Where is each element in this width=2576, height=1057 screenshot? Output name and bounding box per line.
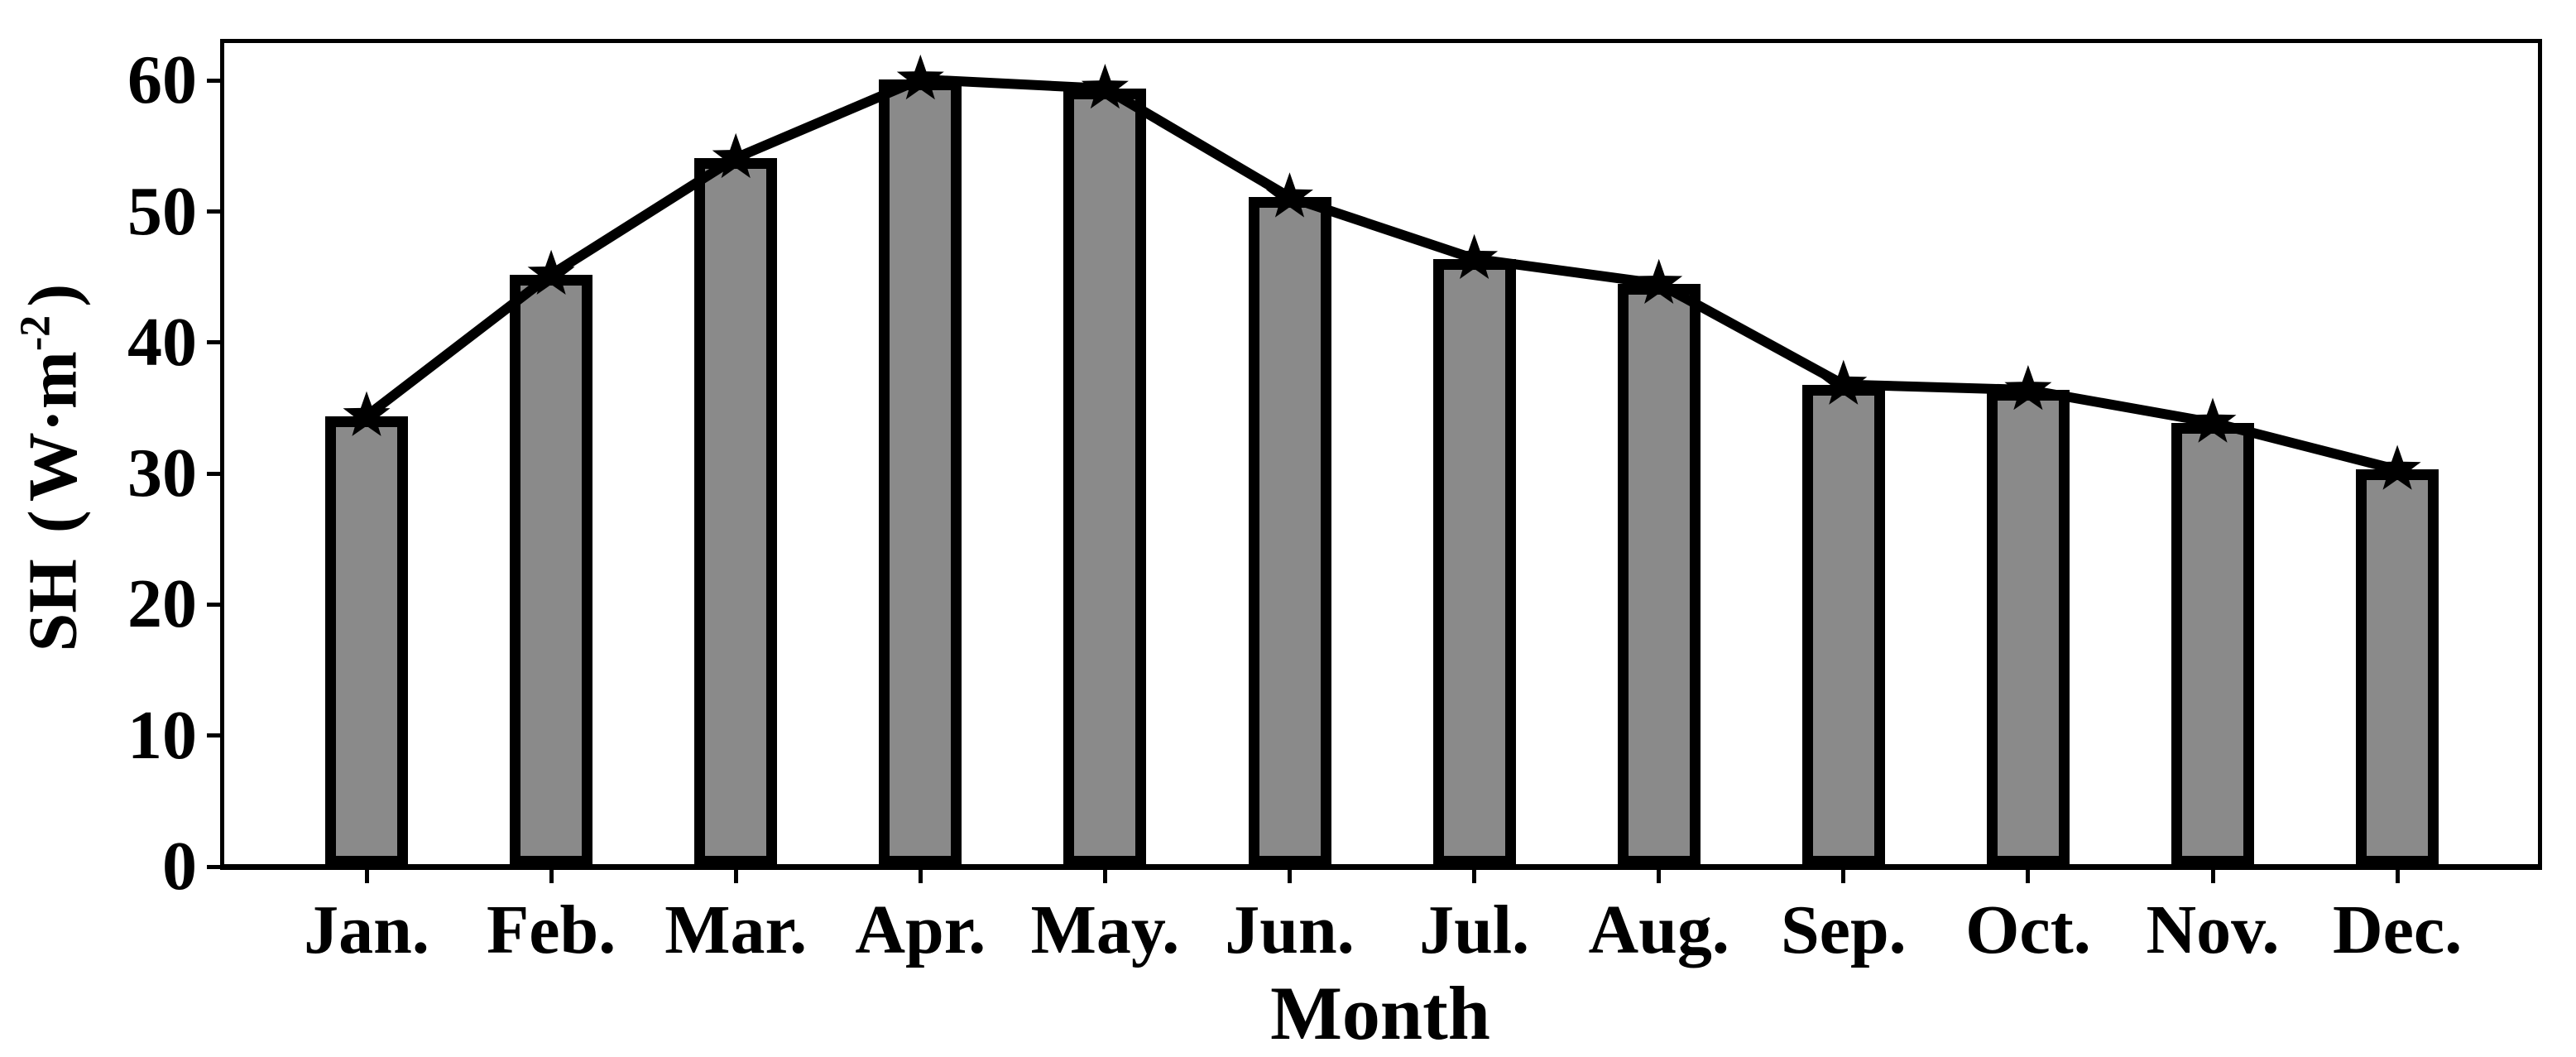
x-tick-label-jun: Jun. [1225,891,1355,968]
x-tick-label-may: May. [1030,891,1180,968]
bar-aug [1617,283,1701,867]
x-tick-label-nov: Nov. [2146,891,2280,968]
x-tick-label-mar: Mar. [664,891,808,968]
bar-jan [325,416,408,867]
x-tick-label-apr: Apr. [855,891,986,968]
y-tick-mark-20 [207,602,220,607]
x-axis-label: Month [1270,971,1490,1055]
x-tick-mark-nov [2210,870,2215,883]
x-tick-label-jan: Jan. [304,891,429,968]
y-axis-label-open-paren: ( [14,510,92,534]
x-tick-mark-jan [364,870,369,883]
x-tick-mark-mar [733,870,738,883]
x-tick-mark-dec [2395,870,2400,883]
x-tick-mark-apr [918,870,923,883]
x-tick-mark-sep [1841,870,1846,883]
bar-mar [694,157,778,867]
y-tick-label-0: 0 [162,828,197,905]
y-axis-label-close-paren: ) [14,283,92,307]
x-tick-mark-feb [549,870,554,883]
bar-nov [2171,422,2254,867]
bar-jun [1248,197,1331,867]
y-tick-mark-30 [207,471,220,476]
x-tick-label-aug: Aug. [1588,891,1729,968]
y-tick-label-10: 10 [127,696,197,774]
x-tick-label-oct: Oct. [1965,891,2091,968]
bar-dec [2356,469,2439,867]
x-tick-label-dec: Dec. [2332,891,2463,968]
x-tick-mark-jun [1288,870,1292,883]
x-tick-label-jul: Jul. [1419,891,1530,968]
bar-feb [510,274,593,867]
x-tick-label-sep: Sep. [1780,891,1907,968]
y-tick-label-50: 50 [127,172,197,250]
x-tick-label-feb: Feb. [486,891,616,968]
y-tick-label-30: 30 [127,435,197,512]
y-tick-label-20: 20 [127,565,197,643]
bar-may [1063,88,1147,867]
bar-jul [1432,258,1516,867]
plot-area [220,39,2542,870]
x-tick-mark-may [1102,870,1107,883]
x-tick-mark-aug [1657,870,1662,883]
y-tick-mark-50 [207,209,220,214]
y-tick-label-60: 60 [127,41,197,119]
y-tick-label-40: 40 [127,303,197,381]
bar-apr [879,79,962,867]
y-tick-mark-10 [207,733,220,738]
y-tick-mark-40 [207,340,220,345]
x-tick-mark-jul [1472,870,1477,883]
bar-oct [1986,389,2070,867]
y-tick-mark-0 [207,864,220,869]
x-tick-mark-oct [2026,870,2031,883]
y-tick-mark-60 [207,78,220,83]
bar-sep [1801,384,1885,867]
